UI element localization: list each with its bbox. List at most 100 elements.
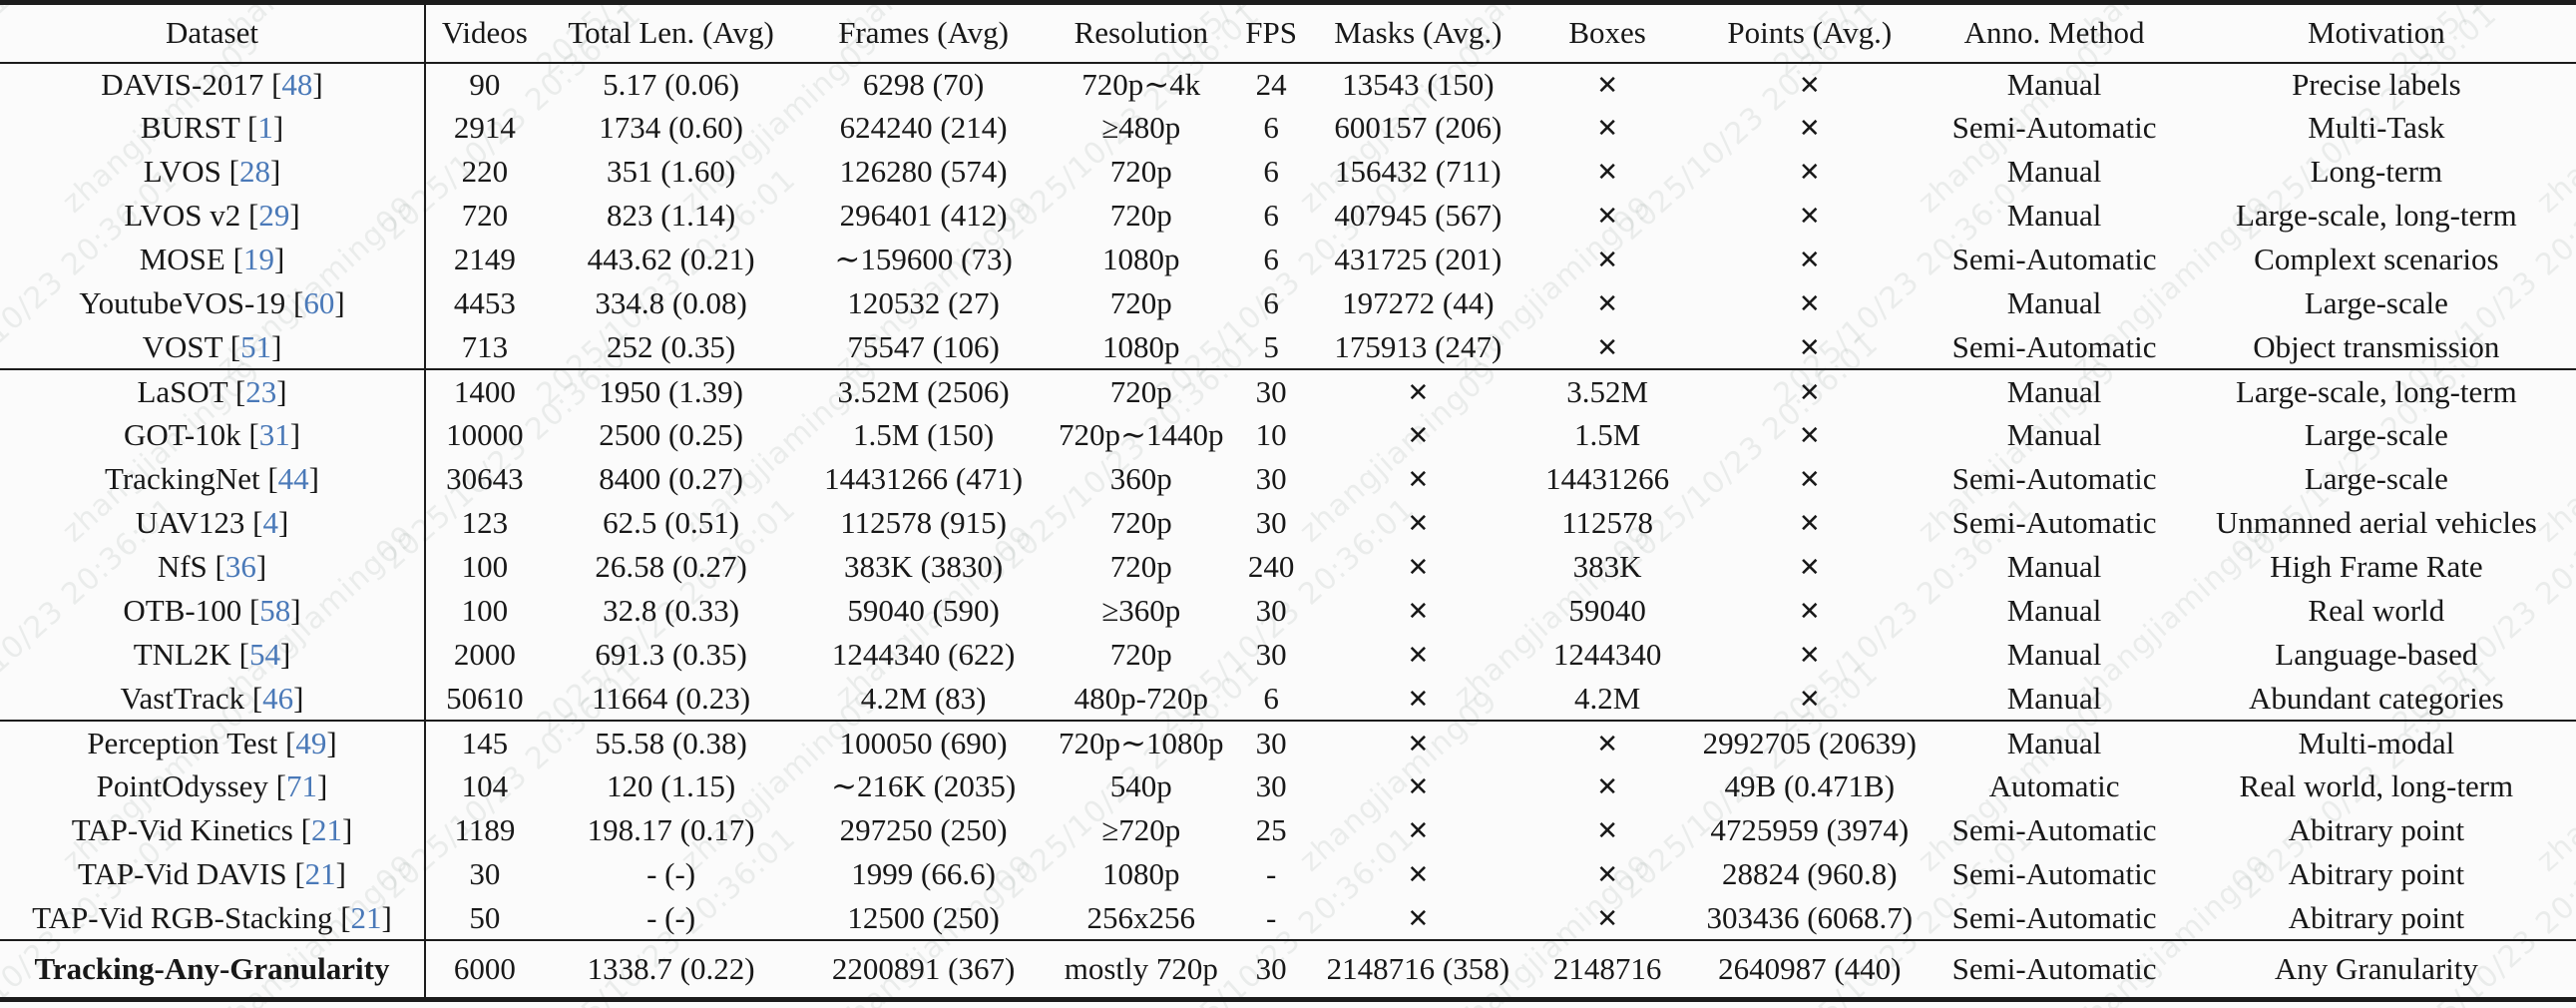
points-cell: 28824 (960.8) <box>1721 856 1898 892</box>
x-mark-icon: ✕ <box>1407 860 1430 891</box>
boxes-cell: 1.5M <box>1573 417 1641 453</box>
table-row: UAV123 [4] 123 62.5 (0.51) 112578 (915) 720p… <box>0 501 2576 546</box>
x-mark-icon: ✕ <box>1596 202 1619 233</box>
dataset-name: UAV123 <box>135 505 245 541</box>
masks-cell: 2148716 (358) <box>1326 951 1510 987</box>
x-mark-icon: ✕ <box>1798 202 1821 233</box>
resolution-cell: 720p∼4k <box>1081 66 1201 102</box>
motivation-cell: Complext scenarios <box>2254 242 2499 277</box>
frames-cell: 2200891 (367) <box>831 951 1016 987</box>
fps-cell: 30 <box>1255 637 1287 673</box>
citation-link[interactable]: 19 <box>242 242 274 277</box>
total-length-cell: 443.62 (0.21) <box>587 242 755 277</box>
col-header-dataset: Dataset <box>0 2 427 64</box>
frames-cell: 1.5M (150) <box>853 417 995 453</box>
citation-link[interactable]: 4 <box>262 505 278 541</box>
dataset-cell: MOSE [19] <box>0 238 427 282</box>
citation-link[interactable]: 28 <box>238 154 270 190</box>
anno-method-cell: Manual <box>2006 66 2102 102</box>
motivation-cell: Large-scale, long-term <box>2235 373 2517 409</box>
videos-cell: 2000 <box>453 637 516 673</box>
x-mark-icon: ✕ <box>1596 860 1619 891</box>
masks-cell: 156432 (711) <box>1334 154 1502 190</box>
dataset-cell: DAVIS-2017 [48] <box>0 62 427 107</box>
table-section-ours: Tracking-Any-Granularity 6000 1338.7 (0.22… <box>0 940 2576 1000</box>
citation-link[interactable]: 29 <box>258 198 290 234</box>
citation-link[interactable]: 46 <box>262 680 294 716</box>
fps-cell: - <box>1266 899 1277 935</box>
citation-link[interactable]: 1 <box>257 110 273 146</box>
table-row: GOT-10k [31] 10000 2500 (0.25) 1.5M (150) 72… <box>0 413 2576 458</box>
anno-method-cell: Manual <box>2006 373 2102 409</box>
x-mark-icon: ✕ <box>1596 729 1619 759</box>
dataset-name: VOST <box>142 328 222 364</box>
frames-cell: 75547 (106) <box>847 328 1000 364</box>
fps-cell: 25 <box>1255 812 1287 848</box>
resolution-cell: 720p∼1080p <box>1059 725 1224 760</box>
x-mark-icon: ✕ <box>1596 246 1619 276</box>
masks-cell: 197272 (44) <box>1342 285 1495 321</box>
anno-method-cell: Semi-Automatic <box>1951 812 2157 848</box>
citation-link[interactable]: 58 <box>259 593 291 629</box>
masks-cell: ✕ <box>1309 545 1527 589</box>
boxes-cell: 14431266 <box>1545 461 1670 497</box>
dataset-name: MOSE <box>139 242 225 277</box>
citation-link[interactable]: 21 <box>350 899 382 935</box>
x-mark-icon: ✕ <box>1596 158 1619 189</box>
table-row: NfS [36] 100 26.58 (0.27) 383K (3830) 720p 24… <box>0 545 2576 590</box>
citation-link[interactable]: 48 <box>281 66 313 102</box>
citation-link[interactable]: 44 <box>277 461 309 497</box>
motivation-cell: Real world, long-term <box>2239 768 2514 804</box>
citation-link[interactable]: 71 <box>286 768 317 804</box>
x-mark-icon: ✕ <box>1596 114 1619 145</box>
table-row: OTB-100 [58] 100 32.8 (0.33) 59040 (590) ≥36… <box>0 589 2576 634</box>
table-section: LaSOT [23] 1400 1950 (1.39) 3.52M (2506) 720… <box>0 369 2576 722</box>
boxes-cell: ✕ <box>1527 808 1687 852</box>
citation-link[interactable]: 49 <box>295 725 327 760</box>
dataset-name: VastTrack <box>120 680 245 716</box>
x-mark-icon: ✕ <box>1798 114 1821 145</box>
dataset-name: TNL2K <box>133 637 231 673</box>
videos-cell: 30643 <box>446 461 524 497</box>
points-cell: ✕ <box>1687 633 1932 677</box>
col-header-points: Points (Avg.) <box>1687 2 1932 64</box>
videos-cell: 90 <box>469 66 501 102</box>
dataset-name: Tracking-Any-Granularity <box>34 951 390 987</box>
citation-link[interactable]: 51 <box>240 328 272 364</box>
total-length-cell: 8400 (0.27) <box>599 461 743 497</box>
dataset-cell: TAP-Vid DAVIS [21] <box>0 852 427 897</box>
dataset-cell: TAP-Vid RGB-Stacking [21] <box>0 896 427 941</box>
dataset-name: TAP-Vid DAVIS <box>78 856 287 892</box>
points-cell: 49B (0.471B) <box>1724 768 1896 804</box>
total-length-cell: 11664 (0.23) <box>592 680 751 716</box>
x-mark-icon: ✕ <box>1798 70 1821 101</box>
motivation-cell: Object transmission <box>2253 328 2500 364</box>
citation-link[interactable]: 60 <box>303 285 335 321</box>
motivation-cell: Large-scale <box>2304 461 2448 497</box>
resolution-cell: 720p <box>1109 198 1172 234</box>
boxes-cell: 1244340 <box>1552 637 1662 673</box>
citation-link[interactable]: 21 <box>310 812 342 848</box>
motivation-cell: Abitrary point <box>2288 856 2465 892</box>
total-length-cell: 252 (0.35) <box>607 328 736 364</box>
frames-cell: 12500 (250) <box>847 899 1000 935</box>
dataset-cell: VastTrack [46] <box>0 677 427 722</box>
frames-cell: 296401 (412) <box>839 198 1008 234</box>
resolution-cell: ≥360p <box>1101 593 1181 629</box>
masks-cell: 431725 (201) <box>1334 242 1503 277</box>
citation-link[interactable]: 31 <box>258 417 290 453</box>
points-cell: ✕ <box>1687 369 1932 413</box>
citation-link[interactable]: 21 <box>304 856 336 892</box>
points-cell: ✕ <box>1687 501 1932 545</box>
motivation-cell: Real world <box>2308 593 2445 629</box>
frames-cell: 1999 (66.6) <box>851 856 996 892</box>
x-mark-icon: ✕ <box>1407 465 1430 496</box>
anno-method-cell: Manual <box>2006 549 2102 585</box>
citation-link[interactable]: 23 <box>245 373 277 409</box>
citation-link[interactable]: 54 <box>248 637 280 673</box>
citation-link[interactable]: 36 <box>224 549 256 585</box>
total-length-cell: 120 (1.15) <box>607 768 736 804</box>
dataset-cell: GOT-10k [31] <box>0 413 427 458</box>
dataset-name: OTB-100 <box>123 593 242 629</box>
col-header-boxes: Boxes <box>1527 2 1688 64</box>
